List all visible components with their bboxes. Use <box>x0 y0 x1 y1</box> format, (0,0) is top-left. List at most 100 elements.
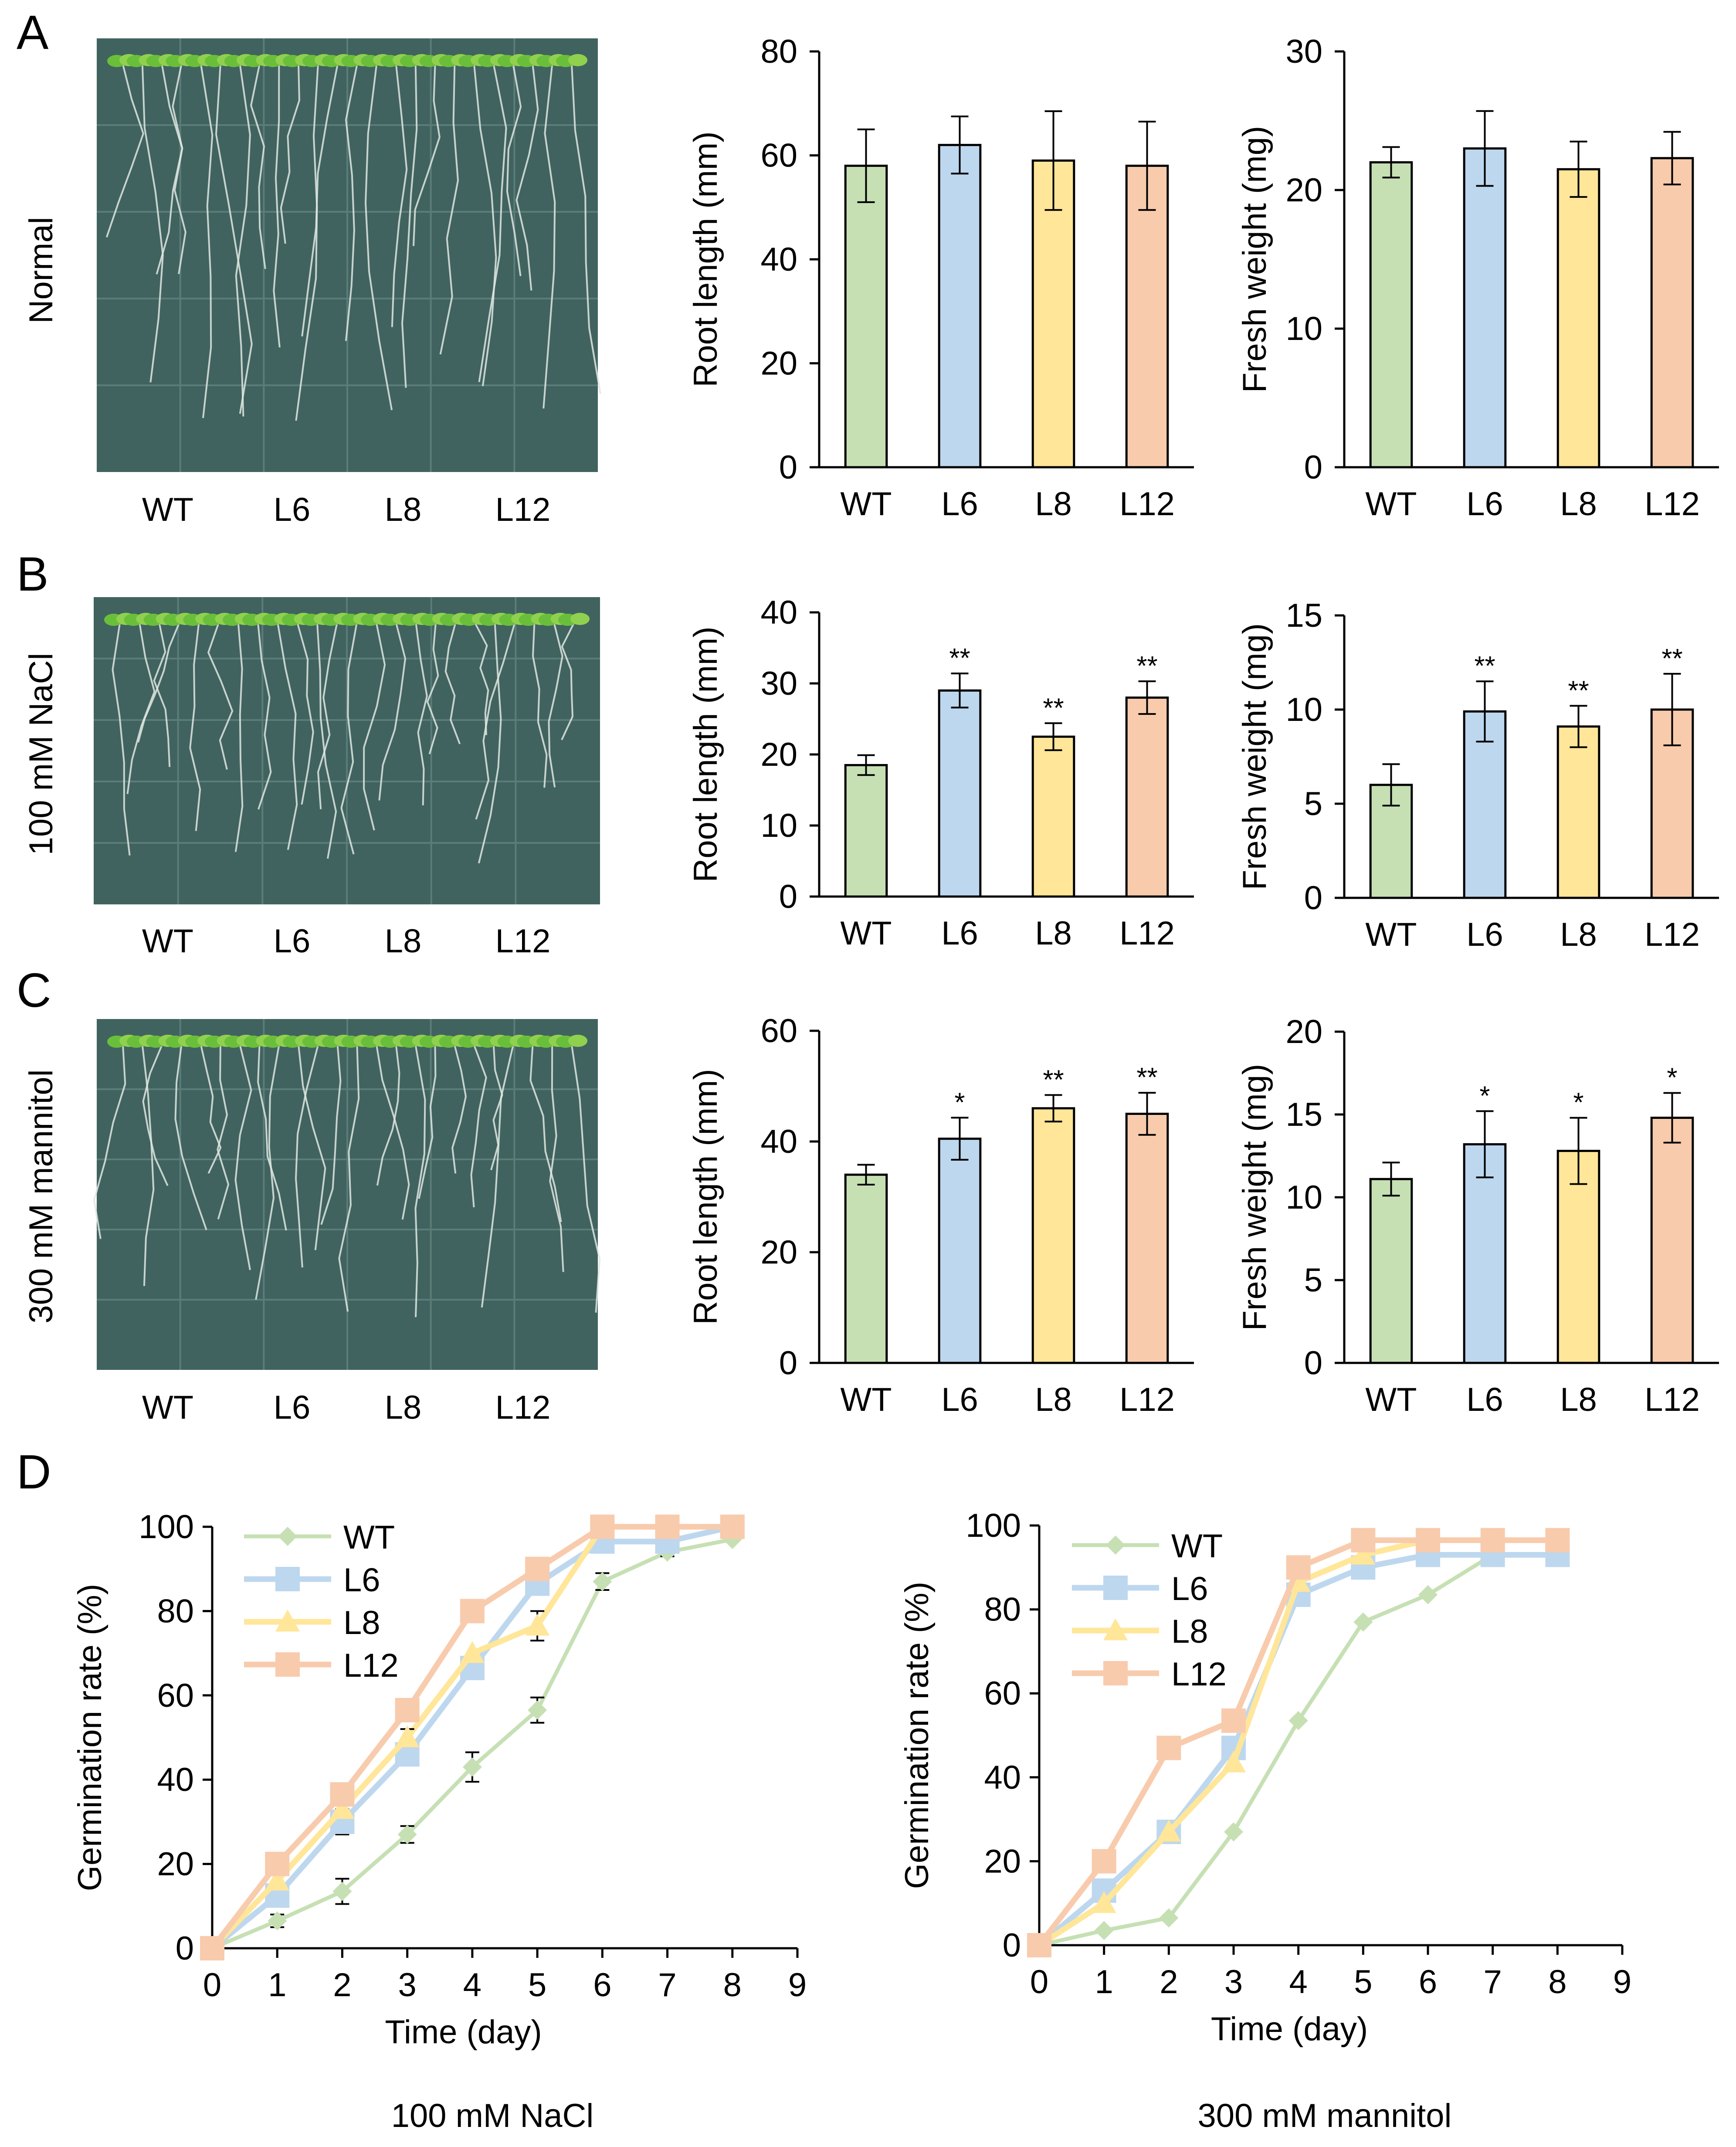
bar-l12 <box>1650 1117 1694 1364</box>
x-tick-label: 5 <box>528 1967 546 2004</box>
x-axis-label: Time (day) <box>385 2014 542 2051</box>
y-tick-label: 60 <box>760 137 797 174</box>
data-point <box>525 1614 550 1636</box>
x-tick-label: L6 <box>941 486 978 523</box>
genotype-label: L6 <box>274 1389 311 1426</box>
seedling-root <box>444 623 461 744</box>
seedling-root <box>363 623 386 831</box>
seedling-root <box>280 64 300 244</box>
x-tick-label: L12 <box>1119 915 1175 952</box>
bar-wt <box>844 1173 888 1364</box>
data-point <box>1288 1711 1308 1730</box>
seedling-root <box>234 1045 252 1271</box>
x-tick-label: L8 <box>1035 915 1072 952</box>
data-point <box>460 1599 485 1624</box>
y-tick-label: 100 <box>139 1508 194 1546</box>
x-tick-label: L6 <box>941 915 978 952</box>
bar-chart-c-fw: 0 5 10 15 20 Fresh weight (mg) WT * L6 * L8 * L12 <box>1236 1013 1719 1418</box>
x-tick-label: WT <box>1365 486 1417 523</box>
y-tick-label: 80 <box>760 33 797 70</box>
seedling-root <box>478 64 507 382</box>
seedling-root <box>542 64 556 409</box>
data-point <box>1156 1736 1181 1760</box>
significance-mark: ** <box>1043 1065 1064 1095</box>
seedling-leaf <box>568 54 587 66</box>
y-tick-label: 60 <box>760 1012 797 1050</box>
data-point <box>462 1757 482 1777</box>
y-tick-label: 0 <box>1003 1927 1021 1964</box>
seedling-root <box>250 64 266 269</box>
bar-l6 <box>938 144 982 469</box>
data-point <box>1027 1933 1051 1957</box>
genotype-label: L8 <box>385 491 422 528</box>
line-chart-d-nacl: 0 20 40 60 80 100 0 1 2 3 4 5 6 7 8 9 Germination rate (… <box>71 1508 807 2134</box>
legend-label: L6 <box>1171 1570 1208 1607</box>
seedling-plate-photo-nacl <box>94 597 600 904</box>
seedling-root <box>200 64 214 418</box>
genotype-label: WT <box>142 1389 193 1426</box>
x-tick-label: WT <box>840 915 892 952</box>
bar-l6 <box>938 689 982 898</box>
bar-l12 <box>1125 696 1169 898</box>
significance-mark: ** <box>1136 651 1157 681</box>
legend-marker <box>278 1527 297 1546</box>
x-tick-label: 2 <box>1160 1964 1178 2001</box>
x-tick-label: 5 <box>1354 1964 1372 2001</box>
genotype-label: L6 <box>274 491 311 528</box>
y-tick-label: 0 <box>1304 880 1322 917</box>
seedling-root <box>490 1045 503 1170</box>
seedling-root <box>301 64 339 337</box>
y-tick-label: 20 <box>1285 172 1322 209</box>
seedling-root <box>478 623 502 864</box>
data-point <box>593 1572 612 1591</box>
significance-mark: * <box>954 1087 965 1118</box>
seedling-root <box>414 1045 426 1318</box>
seedling-root <box>93 1045 126 1239</box>
y-axis-label: Fresh weight (mg) <box>1236 1064 1273 1331</box>
bar-l6 <box>1463 1143 1507 1364</box>
seedling-root <box>298 1045 326 1250</box>
y-axis-label: Root length (mm) <box>687 1069 724 1325</box>
data-point <box>1416 1528 1440 1552</box>
significance-mark: ** <box>1568 676 1589 706</box>
legend-label: L6 <box>343 1562 380 1599</box>
y-tick-label: 0 <box>779 449 797 486</box>
bar-l8 <box>1556 168 1600 469</box>
y-tick-label: 0 <box>1304 1345 1322 1382</box>
data-point <box>1351 1542 1376 1565</box>
seedling-root <box>506 64 522 276</box>
x-tick-label: 2 <box>333 1967 351 2004</box>
data-point <box>1418 1585 1438 1604</box>
y-tick-label: 30 <box>1285 33 1322 70</box>
data-point <box>330 1782 355 1807</box>
x-tick-label: 1 <box>268 1967 286 2004</box>
condition-label: 300 mM mannitol <box>23 1070 60 1324</box>
data-point <box>1480 1528 1505 1552</box>
seedling-root <box>215 64 253 414</box>
seedling-root <box>473 64 497 387</box>
legend-label: WT <box>1171 1528 1223 1565</box>
x-tick-label: WT <box>1365 916 1417 953</box>
data-point <box>395 1698 420 1722</box>
y-tick-label: 10 <box>1285 1179 1322 1216</box>
seedling-root <box>475 623 516 820</box>
chart-title: 300 mM mannitol <box>1198 2097 1452 2134</box>
genotype-label: WT <box>142 491 193 528</box>
bar-l6 <box>938 1138 982 1364</box>
legend-marker <box>275 1610 300 1632</box>
data-point <box>1351 1528 1376 1552</box>
data-point <box>460 1641 485 1663</box>
bar-l6 <box>1463 147 1507 469</box>
panel-letter-c: C <box>17 964 51 1017</box>
y-tick-label: 20 <box>760 736 797 773</box>
legend-label: L12 <box>1171 1656 1227 1693</box>
seedling-root <box>257 623 272 810</box>
y-tick-label: 0 <box>779 878 797 915</box>
condition-label: Normal <box>23 217 60 324</box>
data-point <box>265 1851 290 1876</box>
y-tick-label: 20 <box>1285 1013 1322 1050</box>
y-tick-label: 20 <box>760 1234 797 1271</box>
panel-letter-b: B <box>17 547 48 601</box>
seedling-root <box>401 64 418 388</box>
data-point <box>1094 1921 1114 1940</box>
